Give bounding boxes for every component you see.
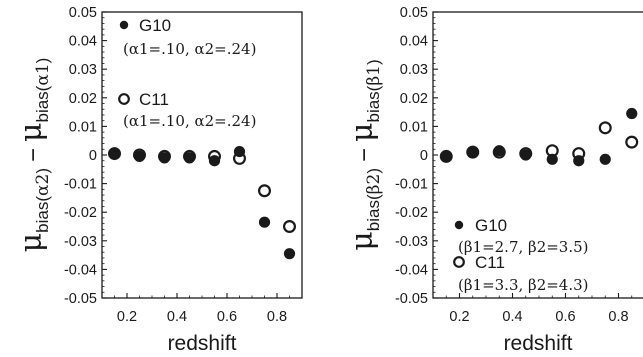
right-g10-point (599, 153, 611, 165)
right-y-axis-label: μbias(β2)−μbias(β1) (345, 59, 384, 250)
left-legend-c11-marker (118, 93, 130, 105)
svg-text:μbias(β2)−μbias(β1): μbias(β2)−μbias(β1) (345, 59, 384, 250)
left-x-tick-label: 0.8 (267, 309, 287, 325)
left-panel: -0.05 -0.04 -0.03 -0.02 -0.01 0 0.01 0.02 0.03 0.… (14, 5, 303, 355)
left-c11-point (107, 147, 121, 161)
right-y-tick-label: -0.05 (395, 291, 428, 307)
right-legend-c11-marker (453, 256, 465, 268)
left-y-tick-label: 0.04 (69, 34, 97, 50)
right-c11-point (519, 147, 533, 161)
right-legend: G10 (β1=2.7, β2=3.5) C11 (β1=3.3, β2=4.3… (453, 216, 589, 294)
right-legend-c11-label: C11 (475, 253, 505, 272)
right-x-axis-label: redshift (504, 332, 573, 355)
left-y-tick-label: -0.03 (64, 234, 97, 250)
right-c11-point (492, 145, 506, 159)
right-y-tick-label: 0.05 (400, 5, 428, 21)
right-g10-point (440, 150, 452, 163)
right-x-axis: 0.2 0.4 0.6 0.8 (445, 293, 633, 325)
right-y-tick-label: -0.04 (395, 262, 428, 278)
left-legend: G10 (α1=.10, α2=.24) C11 (α1=.10, α2=.24… (118, 16, 256, 130)
right-c11-point (625, 135, 639, 149)
right-g10-point (467, 146, 479, 158)
left-y-tick-label: -0.01 (64, 177, 97, 193)
left-g10-point (283, 248, 296, 260)
right-y-tick-label: 0.02 (400, 91, 428, 107)
right-x-tick-label: 0.6 (555, 309, 575, 325)
left-legend-g10-marker (119, 20, 129, 30)
left-c11-point (283, 220, 297, 234)
left-y-axis: -0.05 -0.04 -0.03 -0.02 -0.01 0 0.01 0.02 0.03 0.… (64, 5, 107, 307)
right-legend-g10-params: (β1=2.7, β2=3.5) (458, 238, 589, 256)
left-c11-point (158, 149, 172, 163)
left-y-tick-label: -0.05 (64, 291, 97, 307)
right-c11-point (439, 149, 453, 163)
left-legend-g10-params: (α1=.10, α2=.24) (123, 40, 256, 58)
left-c11-point (133, 148, 147, 162)
left-x-tick-label: 0.6 (217, 309, 237, 325)
left-y-tick-label: -0.04 (64, 262, 97, 278)
left-data-points (107, 145, 297, 260)
left-c11-point (258, 184, 272, 198)
right-y-tick-label: 0.03 (400, 62, 428, 78)
left-legend-g10-label: G10 (139, 16, 171, 35)
right-y-tick-label: 0 (420, 148, 428, 164)
right-panel: -0.05 -0.04 -0.03 -0.02 -0.01 0 0.01 0.02 0.03 0.… (345, 5, 643, 355)
left-x-tick-label: 0.2 (117, 309, 137, 325)
left-c11-point (208, 149, 222, 163)
left-y-axis-label: μbias(α2)−μbias(α1) (14, 58, 53, 253)
right-x-tick-label: 0.2 (449, 309, 469, 325)
left-x-tick-label: 0.4 (167, 309, 187, 325)
left-y-tick-label: 0.03 (69, 62, 97, 78)
left-x-axis-label: redshift (168, 332, 237, 355)
left-legend-c11-label: C11 (139, 90, 169, 109)
right-y-tick-label: -0.03 (395, 234, 428, 250)
left-c11-point (183, 149, 197, 163)
right-legend-g10-marker (454, 220, 464, 230)
right-x-tick-label: 0.8 (608, 309, 628, 325)
right-y-tick-label: 0.01 (400, 119, 428, 135)
right-y-axis: -0.05 -0.04 -0.03 -0.02 -0.01 0 0.01 0.02 0.03 0.… (395, 5, 438, 307)
left-legend-c11-params: (α1=.10, α2=.24) (123, 112, 256, 130)
right-c11-point (572, 147, 586, 161)
right-legend-g10-label: G10 (475, 216, 507, 235)
right-c11-point (466, 145, 480, 159)
svg-text:μbias(α2)−μbias(α1): μbias(α2)−μbias(α1) (14, 58, 53, 253)
left-x-axis: 0.2 0.4 0.6 0.8 (114, 293, 290, 325)
left-y-tick-label: 0.01 (69, 119, 97, 135)
right-y-tick-label: -0.01 (395, 177, 428, 193)
right-c11-point (598, 121, 612, 135)
left-y-tick-label: 0.02 (69, 91, 97, 107)
left-y-tick-label: 0.05 (69, 5, 97, 21)
left-g10-point (258, 216, 271, 228)
right-g10-point (626, 107, 638, 120)
right-data-points (439, 107, 639, 167)
left-y-tick-label: 0 (89, 148, 97, 164)
left-c11-point (233, 151, 247, 165)
right-x-tick-label: 0.4 (502, 309, 522, 325)
right-legend-c11-params: (β1=3.3, β2=4.3) (458, 276, 589, 294)
right-y-tick-label: -0.02 (395, 205, 428, 221)
left-g10-point (208, 155, 221, 167)
left-y-tick-label: -0.02 (64, 205, 97, 221)
right-y-tick-label: 0.04 (400, 34, 428, 50)
right-c11-point (545, 144, 559, 158)
left-g10-point (108, 147, 121, 160)
